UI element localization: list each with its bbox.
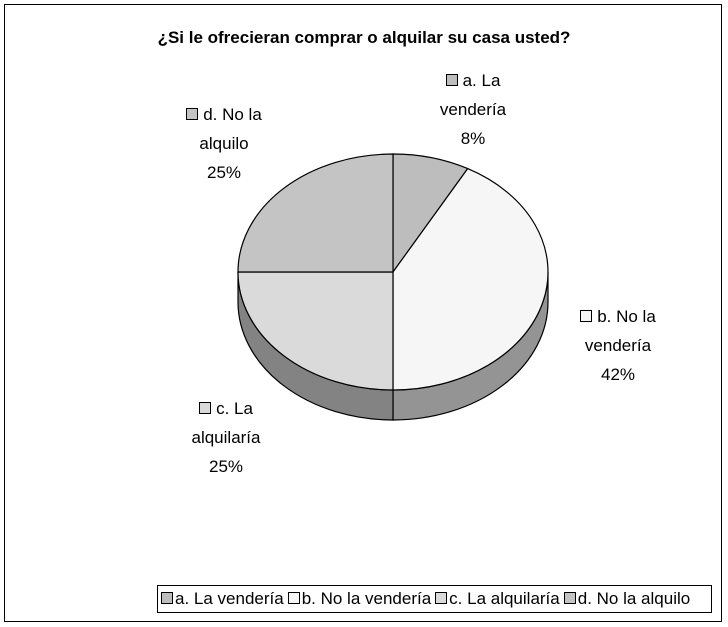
label-category: b. No la vendería xyxy=(584,307,656,355)
data-label: b. No la vendería 42% xyxy=(556,302,680,389)
label-value: 8% xyxy=(460,129,486,148)
label-value: 25% xyxy=(208,457,244,476)
label-value: 25% xyxy=(206,163,242,182)
data-label: c. La alquilaría 25% xyxy=(170,394,282,481)
label-category: c. La alquilaría xyxy=(191,399,261,447)
legend-label: b. No la vendería xyxy=(301,589,432,608)
slice xyxy=(237,153,394,273)
legend-label: d. No la alquilo xyxy=(577,589,691,608)
label-value: 42% xyxy=(600,365,636,384)
legend: a. La vendería b. No la vendería c. La alq… xyxy=(157,585,712,613)
legend-item: a. La vendería xyxy=(161,586,284,612)
label-swatch xyxy=(445,74,458,86)
legend-item: b. No la vendería xyxy=(287,586,432,612)
data-label: d. No la alquilo 25% xyxy=(170,100,278,187)
label-swatch xyxy=(580,310,593,322)
legend-label: a. La vendería xyxy=(175,589,284,608)
chart-border xyxy=(4,4,722,622)
label-category: d. No la alquilo xyxy=(199,105,262,153)
legend-swatch xyxy=(563,592,576,604)
legend-label: c. La alquilaría xyxy=(449,589,560,608)
legend-swatch xyxy=(435,592,448,604)
slice xyxy=(392,167,549,391)
legend-item: c. La alquilaría xyxy=(435,586,560,612)
label-swatch xyxy=(186,108,199,120)
legend-swatch xyxy=(287,592,300,604)
chart-title: ¿Si le ofrecieran comprar o alquilar su … xyxy=(157,28,571,47)
data-label: a. La vendería 8% xyxy=(419,66,527,153)
label-swatch xyxy=(199,402,212,414)
slice xyxy=(237,271,394,391)
legend-swatch xyxy=(161,592,173,604)
label-category: a. La vendería xyxy=(439,71,507,119)
legend-item: d. No la alquilo xyxy=(563,586,691,612)
